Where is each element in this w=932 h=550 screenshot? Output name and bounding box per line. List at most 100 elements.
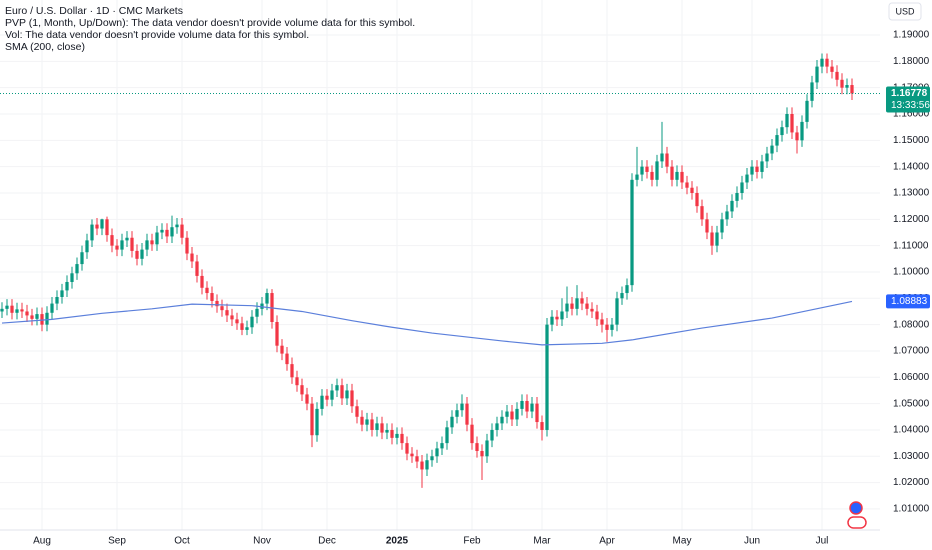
candle-body [755,166,759,172]
candle-body [470,424,474,444]
candle-body [715,232,719,246]
candle-body [775,135,779,146]
candle-body [680,171,684,183]
x-tick-label: Aug [33,536,51,547]
candle-body [215,300,219,307]
candle-body [350,390,354,407]
y-tick-label: 1.13000 [893,188,930,199]
candle-body [355,406,359,417]
candle-body [560,311,564,320]
candle-body [320,395,324,409]
candle-body [125,237,129,241]
candle-body [245,327,249,330]
candle-body [770,145,774,154]
candle-body [625,285,629,294]
x-tick-label: Jul [816,536,829,547]
logo-icon[interactable] [849,501,863,515]
candle-body [455,410,459,417]
candle-body [305,394,309,404]
last-price-label: 1.16778 [891,88,928,99]
candle-body [815,66,819,83]
candle-body [60,290,64,297]
candle-body [345,390,349,399]
sma-value-label: 1.08883 [891,296,928,307]
candle-body [615,298,619,325]
x-tick-label: Sep [108,536,126,547]
candle-body [505,411,509,417]
y-tick-label: 1.15000 [893,135,930,146]
candle-body [630,179,634,286]
candle-body [450,416,454,428]
candle-body [650,171,654,180]
flag-icon[interactable] [847,516,867,529]
candle-body [620,293,624,299]
candle-body [825,58,829,67]
candle-body [595,311,599,320]
x-tick-label: May [673,536,692,547]
candle-body [150,240,154,245]
y-tick-label: 1.16000 [893,109,930,120]
candle-body [165,229,169,237]
y-tick-label: 1.08000 [893,319,930,330]
candle-body [360,416,364,425]
candle-body [170,227,174,237]
candle-body [250,316,254,328]
x-tick-label: Feb [463,536,481,547]
candle-body [710,232,714,246]
candle-body [0,308,4,312]
candle-body [720,219,724,233]
y-tick-label: 1.02000 [893,477,930,488]
candle-body [380,423,384,433]
candle-body [535,403,539,423]
candle-body [35,314,39,319]
candle-body [315,408,319,436]
candle-body [290,364,294,378]
candle-body [335,385,339,391]
candle-body [830,66,834,72]
candle-body [145,240,149,250]
candle-body [555,316,559,320]
candle-body [510,411,514,420]
candle-body [10,305,14,313]
y-tick-label: 1.19000 [893,30,930,41]
candle-body [285,353,289,365]
currency-button[interactable] [888,2,922,21]
candle-body [695,192,699,207]
candle-body [195,261,199,276]
candle-body [110,235,114,246]
candle-body [760,161,764,172]
candle-body [100,219,104,229]
candle-body [365,419,369,425]
candle-body [30,315,34,319]
candle-body [185,237,189,254]
candle-body [485,440,489,457]
candle-body [460,403,464,411]
candle-body [210,293,214,301]
candle-body [265,293,269,304]
candle-body [260,303,264,309]
candle-body [820,58,824,67]
candle-body [220,306,224,311]
candle-body [575,298,579,309]
candle-body [50,303,54,313]
candle-body [190,253,194,262]
indicator-note: PVP (1, Month, Up/Down): The data vendor… [5,17,415,29]
candle-body [420,461,424,470]
y-tick-label: 1.06000 [893,372,930,383]
candle-body [495,423,499,430]
candle-body [690,187,694,193]
candle-body [235,319,239,324]
sma-line [1,300,853,346]
candle-body [480,451,484,457]
sma-value-box [886,294,930,309]
candle-body [160,229,164,233]
currency-label[interactable]: USD [895,6,915,16]
candle-body [585,303,589,309]
candle-body [45,312,49,325]
y-tick-label: 1.14000 [893,161,930,172]
candle-body [740,182,744,193]
candle-body [735,192,739,201]
candle-body [430,456,434,461]
candle-body [540,422,544,430]
candle-body [445,427,449,444]
